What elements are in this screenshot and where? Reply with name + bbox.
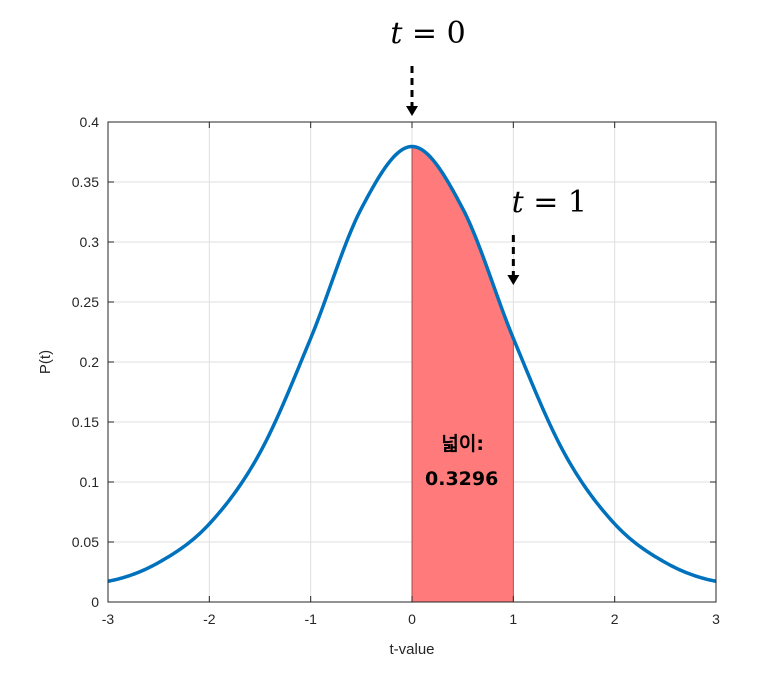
x-tick-label: 3 — [712, 611, 720, 627]
x-tick-label: 1 — [509, 611, 517, 627]
ticks — [107, 121, 717, 603]
x-tick-label: 2 — [611, 611, 619, 627]
x-tick-label: -2 — [203, 611, 216, 627]
annotation-t0-var: t — [390, 16, 403, 51]
annotation-t1-rest: = 1 — [524, 185, 587, 220]
annotation-t0: t = 0 — [390, 16, 466, 116]
annotation-t0-label: t = 0 — [390, 16, 465, 51]
annotation-t0-rest: = 0 — [402, 16, 465, 51]
y-tick-label: 0.1 — [80, 474, 100, 490]
annotation-t1-arrowhead — [507, 275, 520, 285]
area-label-value: 0.3296 — [425, 468, 498, 490]
x-tick-label: -3 — [102, 611, 115, 627]
annotation-t1-label: t = 1 — [512, 185, 587, 220]
y-tick-label: 0.25 — [72, 294, 99, 310]
annotation-t1-var: t — [512, 185, 525, 220]
y-tick-label: 0 — [91, 594, 99, 610]
y-tick-labels: 0 0.05 0.1 0.15 0.2 0.25 0.3 0.35 0.4 — [72, 114, 99, 610]
y-tick-label: 0.2 — [80, 354, 100, 370]
y-tick-label: 0.15 — [72, 414, 99, 430]
x-axis-label: t-value — [389, 641, 434, 658]
annotation-t0-arrowhead — [406, 106, 418, 116]
x-tick-labels: -3 -2 -1 0 1 2 3 — [102, 611, 720, 627]
x-tick-label: 0 — [408, 611, 416, 627]
y-tick-label: 0.4 — [80, 114, 100, 130]
area-label-title: 넓이: — [441, 433, 484, 455]
annotation-t1: t = 1 — [507, 185, 587, 285]
y-axis-label: P(t) — [37, 350, 54, 374]
series-line — [107, 144, 717, 583]
y-tick-label: 0.35 — [72, 174, 99, 190]
y-tick-label: 0.05 — [72, 534, 99, 550]
y-tick-label: 0.3 — [80, 234, 100, 250]
x-tick-label: -1 — [304, 611, 317, 627]
